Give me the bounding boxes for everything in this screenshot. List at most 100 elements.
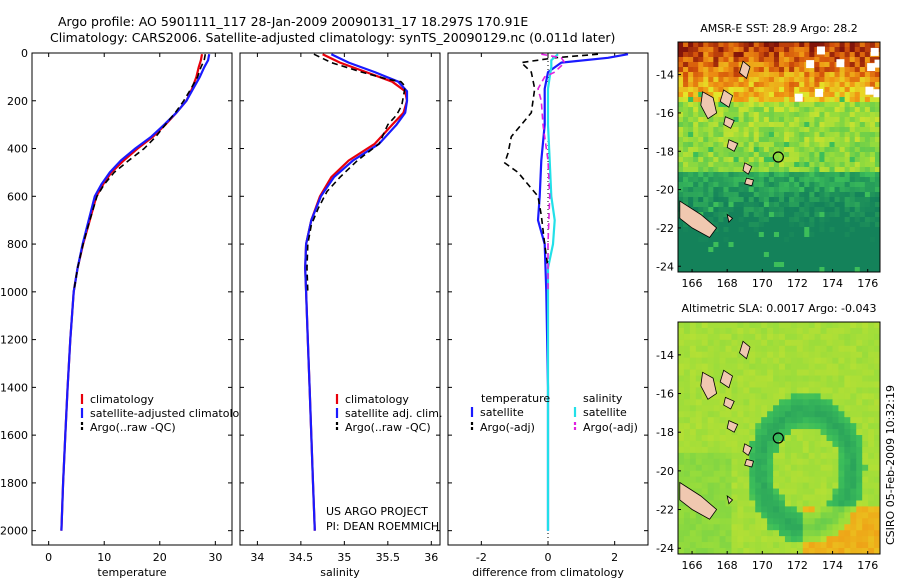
x-tick-label: 35 bbox=[337, 551, 351, 564]
x-tick-label: 10 bbox=[97, 551, 111, 564]
map-y-tick-label: -18 bbox=[656, 426, 674, 439]
legend-entry: satellite-adjusted climatology bbox=[90, 407, 253, 420]
map-field bbox=[678, 42, 880, 272]
series-group bbox=[60, 54, 211, 531]
map-frame bbox=[677, 321, 881, 555]
map-island bbox=[739, 340, 751, 360]
pi-label: PI: DEAN ROEMMICH bbox=[326, 520, 439, 533]
map-title: AMSR-E SST: 28.9 Argo: 28.2 bbox=[700, 22, 858, 35]
map-island bbox=[742, 162, 753, 175]
map-y-tick-label: -14 bbox=[656, 69, 674, 82]
x-tick-label: 30 bbox=[208, 551, 222, 564]
chart-panel-difference: -2 0 2 difference from climatology temperatu… bbox=[447, 52, 649, 579]
map-panel-sst: AMSR-E SST: 28.9 Argo: 28.2 166 168 170 172 1… bbox=[656, 22, 881, 290]
csiro-timestamp: CSIRO 05-Feb-2009 10:32:19 bbox=[884, 385, 897, 545]
map-island bbox=[700, 91, 718, 120]
legend-entry: climatology bbox=[90, 393, 154, 406]
x-tick-label: 20 bbox=[153, 551, 167, 564]
map-x-tick-label: 170 bbox=[752, 277, 773, 290]
map-y-tick-label: -20 bbox=[656, 184, 674, 197]
series-line-argo-raw-qc- bbox=[72, 54, 207, 292]
project-label: US ARGO PROJECT bbox=[326, 505, 428, 518]
y-tick-label: 2000 bbox=[0, 525, 28, 538]
map-y-tick-label: -24 bbox=[656, 542, 674, 555]
legend-entry: Argo(..raw -QC) bbox=[90, 421, 176, 434]
map-x-tick-label: 172 bbox=[787, 277, 808, 290]
x-tick-label: 2 bbox=[611, 551, 618, 564]
map-y-tick-label: -24 bbox=[656, 260, 674, 273]
y-tick-label: 800 bbox=[7, 238, 28, 251]
map-missing-data bbox=[873, 89, 880, 98]
series-line-satellite-adj-clim- bbox=[304, 53, 409, 531]
map-island bbox=[739, 60, 751, 80]
map-x-tick-label: 166 bbox=[682, 559, 703, 572]
map-island bbox=[744, 177, 754, 187]
argo-location-marker bbox=[772, 151, 784, 163]
map-island bbox=[679, 481, 718, 520]
legend-entry: satellite adj. clim. bbox=[345, 407, 442, 420]
map-missing-data bbox=[874, 59, 880, 68]
y-tick-label: 0 bbox=[21, 47, 28, 60]
y-tick-label: 200 bbox=[7, 95, 28, 108]
map-x-tick-label: 174 bbox=[822, 559, 843, 572]
x-axis-label: temperature bbox=[97, 566, 166, 579]
map-missing-data bbox=[815, 88, 824, 97]
map-frame bbox=[677, 41, 881, 273]
map-island bbox=[726, 213, 734, 224]
legend-entry: satellite bbox=[583, 406, 627, 419]
x-tick-label: 35.5 bbox=[376, 551, 401, 564]
axes-box bbox=[239, 52, 441, 546]
x-axis-label: difference from climatology bbox=[472, 566, 624, 579]
map-missing-data bbox=[870, 47, 879, 56]
map-y-tick-label: -16 bbox=[656, 388, 674, 401]
series-line-argo-raw-qc- bbox=[306, 53, 407, 292]
argo-location-marker bbox=[772, 432, 784, 444]
legend-entry: climatology bbox=[345, 393, 409, 406]
series-line-satellite-adjusted-climatology bbox=[60, 54, 211, 531]
x-tick-label: -2 bbox=[476, 551, 487, 564]
legend-entry: Argo(-adj) bbox=[583, 421, 638, 434]
map-island bbox=[723, 116, 735, 129]
figure-title-line2: Climatology: CARS2006. Satellite-adjuste… bbox=[50, 30, 616, 45]
x-axis-label: salinity bbox=[320, 566, 360, 579]
map-missing-data bbox=[806, 60, 815, 69]
y-tick-label: 1000 bbox=[0, 286, 28, 299]
y-tick-label: 1400 bbox=[0, 381, 28, 394]
map-x-tick-label: 176 bbox=[857, 277, 878, 290]
y-tick-label: 1200 bbox=[0, 334, 28, 347]
chart-panel-temperature: 0 10 20 30 0 200 400 600 800 1000 1200 1400 1600 1800… bbox=[0, 47, 253, 579]
map-title: Altimetric SLA: 0.0017 Argo: -0.043 bbox=[682, 302, 877, 315]
map-missing-data bbox=[865, 86, 874, 95]
y-tick-label: 1600 bbox=[0, 429, 28, 442]
map-missing-data bbox=[816, 46, 825, 55]
legend-header: temperature bbox=[481, 392, 550, 405]
map-island bbox=[679, 200, 718, 239]
series-group bbox=[304, 53, 409, 531]
map-missing-data bbox=[794, 93, 803, 102]
map-island bbox=[726, 139, 739, 152]
map-x-tick-label: 176 bbox=[857, 559, 878, 572]
map-y-tick-label: -14 bbox=[656, 349, 674, 362]
series-line-salinity-argo-adj- bbox=[537, 53, 566, 292]
chart-panel-salinity: 34 34.5 35 35.5 36 salinity climatologysatelli… bbox=[239, 52, 442, 579]
map-field bbox=[678, 322, 880, 554]
figure-title-line1: Argo profile: AO 5901111_117 28-Jan-2009… bbox=[58, 14, 529, 29]
map-panel-sla: Altimetric SLA: 0.0017 Argo: -0.043 166 16… bbox=[656, 302, 881, 572]
map-island bbox=[744, 458, 754, 468]
map-x-tick-label: 170 bbox=[752, 559, 773, 572]
map-x-tick-label: 168 bbox=[717, 277, 738, 290]
map-y-tick-label: -16 bbox=[656, 107, 674, 120]
map-y-tick-label: -22 bbox=[656, 222, 674, 235]
x-tick-label: 34.5 bbox=[289, 551, 314, 564]
legend-entry: Argo(-adj) bbox=[480, 421, 535, 434]
series-line-temperature-argo-adj- bbox=[503, 53, 599, 269]
map-x-tick-label: 168 bbox=[717, 559, 738, 572]
y-tick-label: 600 bbox=[7, 190, 28, 203]
x-tick-label: 0 bbox=[545, 551, 552, 564]
y-tick-label: 400 bbox=[7, 143, 28, 156]
x-tick-label: 34 bbox=[250, 551, 264, 564]
map-island bbox=[726, 495, 734, 505]
map-island bbox=[723, 396, 735, 410]
map-y-tick-label: -20 bbox=[656, 465, 674, 478]
y-tick-label: 1800 bbox=[0, 477, 28, 490]
